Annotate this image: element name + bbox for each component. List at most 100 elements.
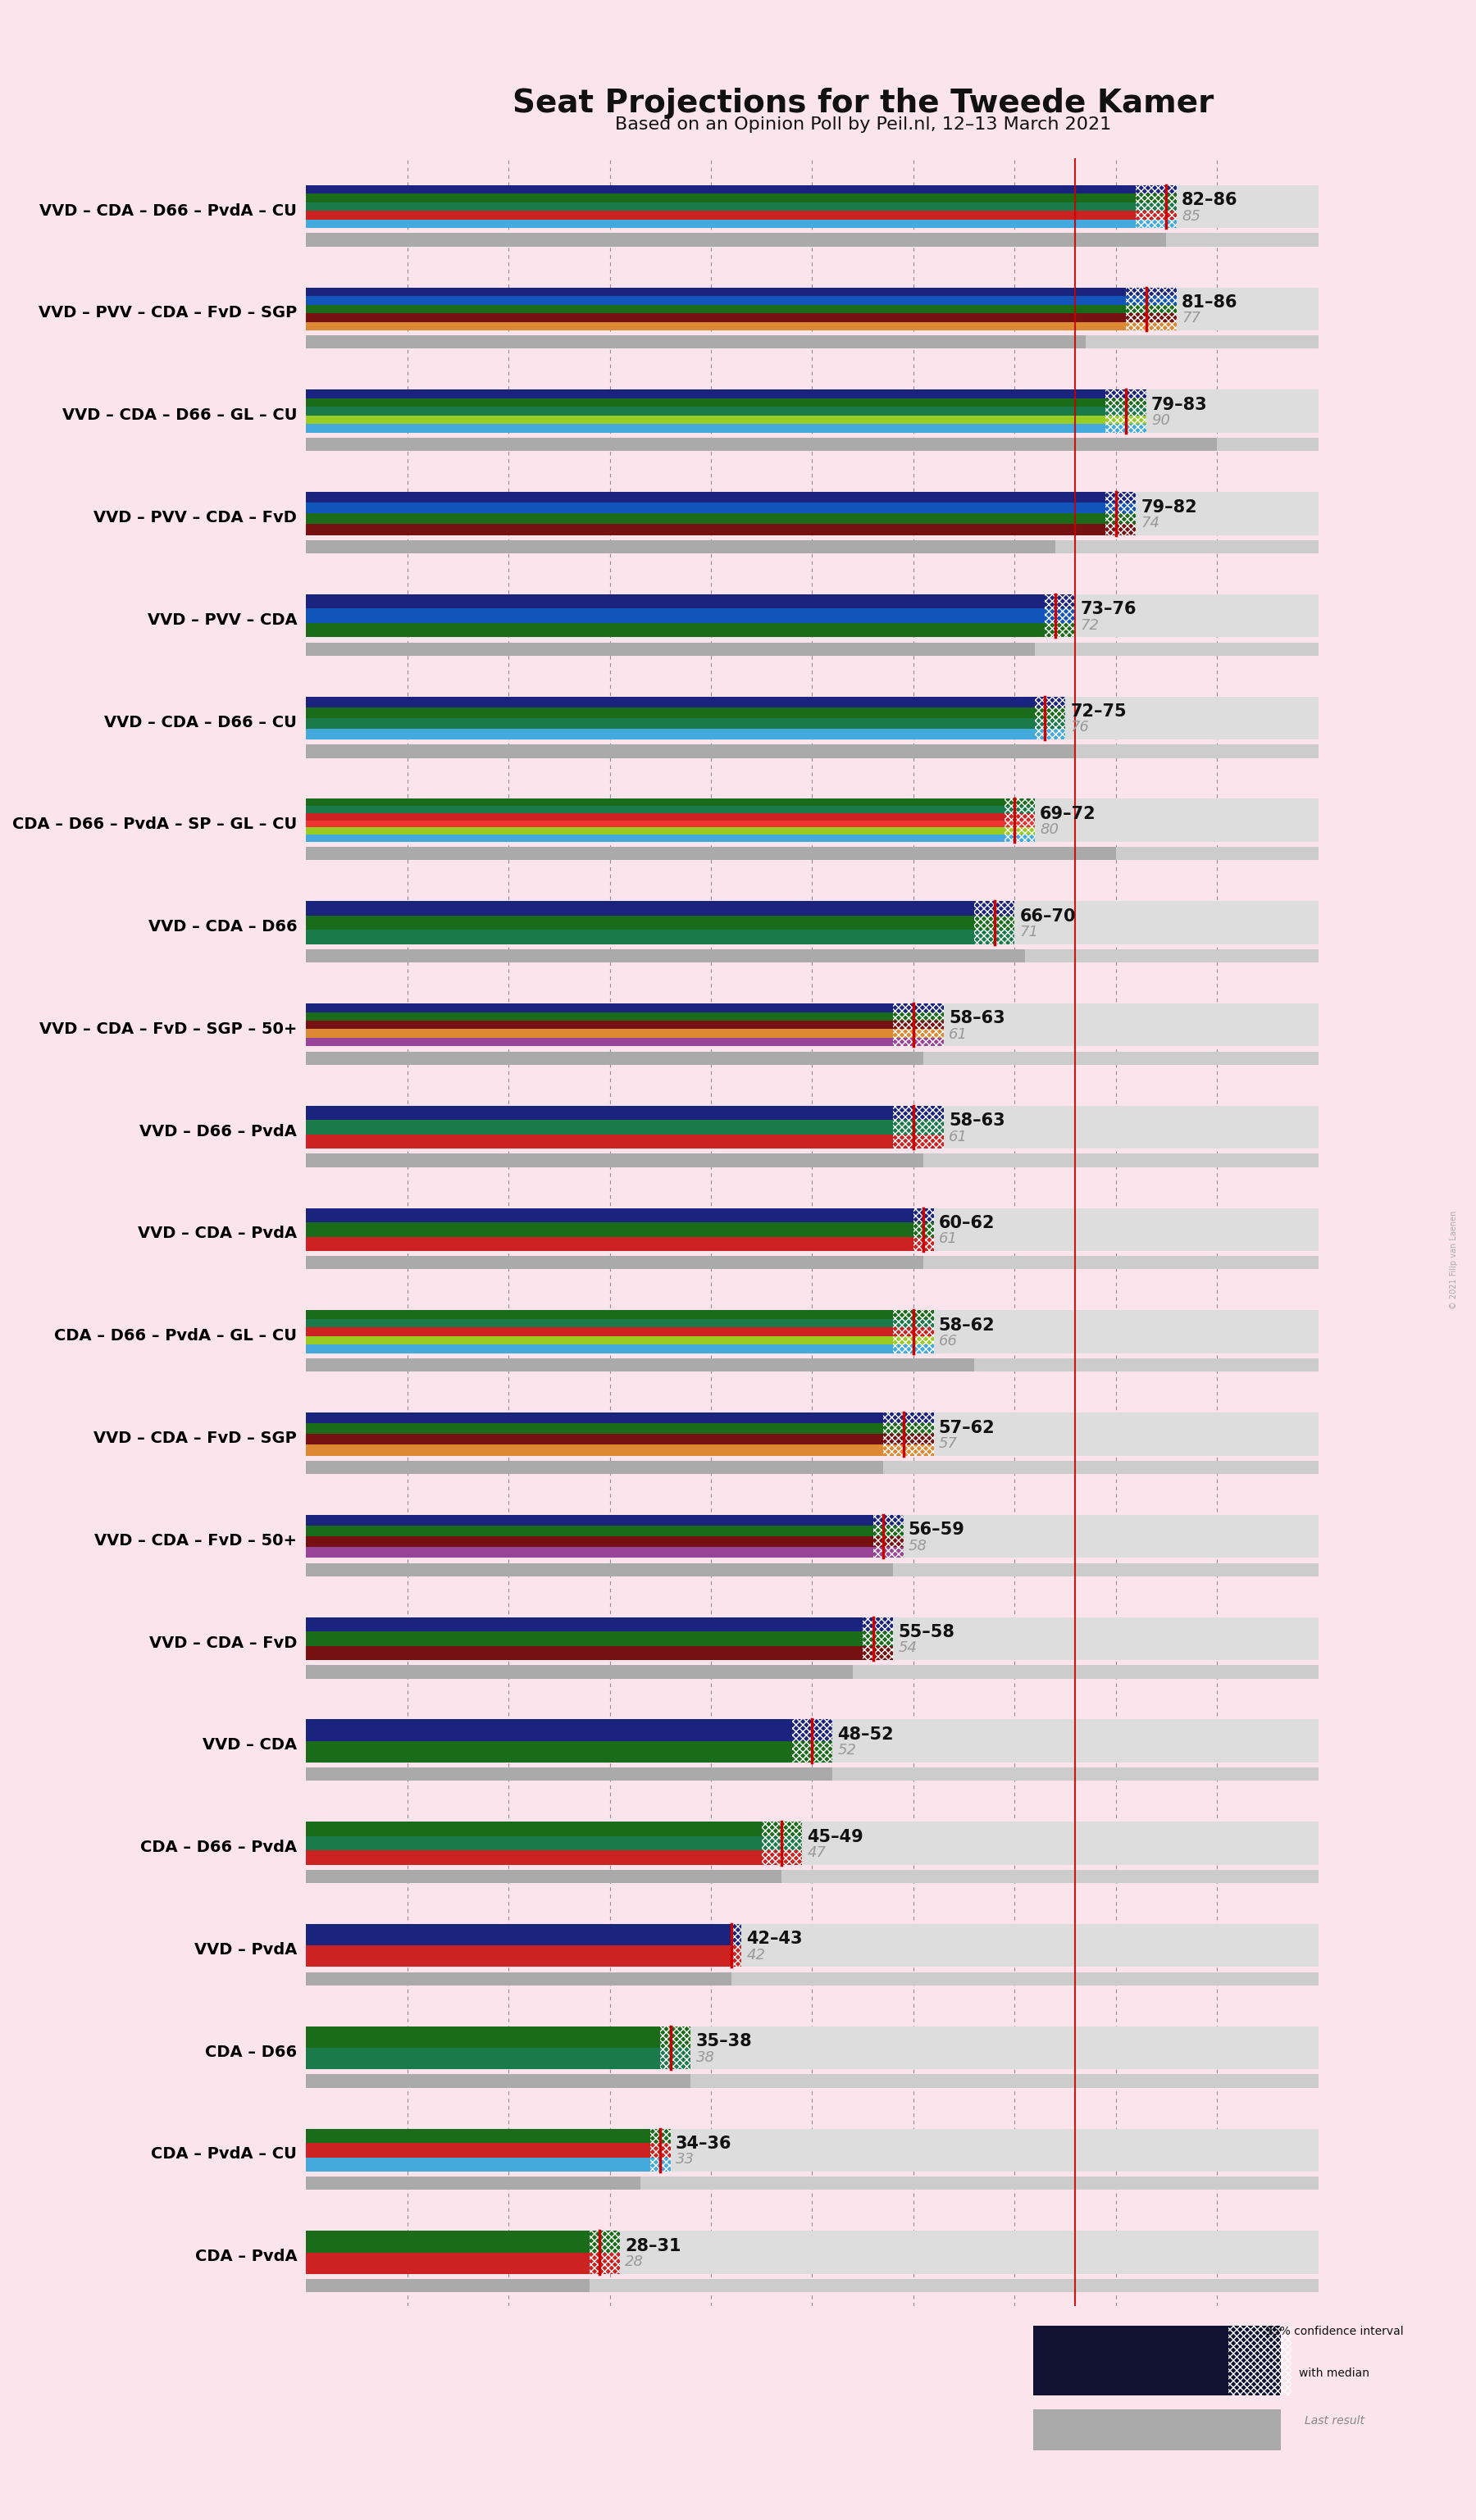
Bar: [306, 728, 1035, 738]
Text: 58–62: 58–62: [939, 1318, 995, 1333]
Bar: [306, 1346, 893, 1353]
Bar: [1035, 696, 1066, 708]
Bar: [660, 2026, 691, 2049]
Bar: [306, 1462, 1318, 1474]
Bar: [893, 1106, 943, 1119]
Bar: [872, 1547, 903, 1557]
Bar: [893, 1021, 943, 1028]
Text: 47: 47: [807, 1845, 827, 1860]
Bar: [306, 1021, 893, 1028]
Bar: [306, 814, 1005, 822]
Bar: [306, 234, 1318, 247]
Bar: [863, 1630, 893, 1646]
Bar: [1035, 728, 1066, 738]
Bar: [306, 915, 974, 930]
Bar: [306, 1870, 782, 1882]
Bar: [306, 194, 1137, 202]
Bar: [306, 1666, 1318, 1678]
Bar: [306, 2177, 1318, 2190]
Bar: [306, 696, 1035, 708]
Bar: [306, 950, 1024, 963]
Bar: [651, 2157, 670, 2172]
Bar: [306, 746, 1318, 759]
Bar: [863, 1630, 893, 1646]
Bar: [893, 1328, 934, 1336]
Bar: [306, 799, 1318, 842]
Bar: [872, 1547, 903, 1557]
Text: Last result: Last result: [1305, 2414, 1364, 2427]
Bar: [306, 1837, 762, 1850]
Bar: [1106, 391, 1147, 398]
Bar: [1035, 708, 1066, 718]
Bar: [1005, 814, 1035, 822]
Bar: [893, 1028, 943, 1038]
Bar: [306, 902, 1318, 945]
Bar: [306, 219, 1137, 229]
Bar: [974, 902, 1014, 915]
Bar: [306, 398, 1106, 406]
Bar: [974, 902, 1014, 915]
Bar: [1045, 610, 1076, 622]
Text: 61: 61: [939, 1232, 958, 1247]
Bar: [306, 1134, 893, 1149]
Text: 58–63: 58–63: [949, 1011, 1005, 1026]
Bar: [306, 1945, 731, 1968]
Bar: [306, 1767, 1318, 1782]
Bar: [863, 1646, 893, 1661]
Bar: [893, 1134, 943, 1149]
Bar: [306, 1618, 1318, 1661]
Bar: [306, 287, 1126, 295]
Bar: [893, 1134, 943, 1149]
Bar: [306, 1525, 872, 1537]
Bar: [1106, 491, 1137, 504]
Bar: [974, 930, 1014, 945]
Bar: [1126, 323, 1176, 330]
Bar: [306, 524, 1106, 534]
Bar: [306, 1003, 1318, 1046]
Bar: [893, 1038, 943, 1046]
Bar: [306, 1358, 974, 1371]
Bar: [306, 1850, 762, 1865]
Text: 56–59: 56–59: [908, 1522, 965, 1537]
Bar: [306, 1207, 1318, 1250]
Bar: [306, 595, 1045, 610]
Bar: [793, 1741, 832, 1761]
Text: 95% confidence interval: 95% confidence interval: [1265, 2326, 1404, 2339]
Text: 82–86: 82–86: [1182, 192, 1238, 209]
Bar: [306, 423, 1106, 433]
Bar: [660, 2049, 691, 2069]
Bar: [306, 1051, 1318, 1066]
Bar: [883, 1434, 934, 1444]
Bar: [1106, 514, 1137, 524]
Bar: [1126, 305, 1176, 312]
Bar: [893, 1346, 934, 1353]
Bar: [762, 1850, 801, 1865]
Bar: [589, 2230, 620, 2253]
Bar: [306, 1434, 883, 1444]
Bar: [1005, 827, 1035, 834]
Bar: [306, 1547, 872, 1557]
Text: 79–83: 79–83: [1151, 396, 1207, 413]
Bar: [306, 438, 1218, 451]
Bar: [1106, 491, 1137, 504]
Bar: [1005, 806, 1035, 814]
Bar: [883, 1444, 934, 1457]
Text: 34–36: 34–36: [676, 2134, 732, 2152]
Bar: [1045, 622, 1076, 638]
Bar: [893, 1318, 934, 1328]
Bar: [306, 1119, 893, 1134]
Bar: [306, 1255, 1318, 1270]
Bar: [1106, 416, 1147, 423]
Text: 72–75: 72–75: [1070, 703, 1126, 721]
Text: 85: 85: [1182, 209, 1200, 224]
Bar: [660, 2026, 691, 2049]
Bar: [793, 1741, 832, 1761]
Bar: [883, 1444, 934, 1457]
Bar: [306, 1973, 1318, 1986]
Bar: [306, 234, 1166, 247]
Bar: [306, 1328, 893, 1336]
Bar: [306, 2142, 651, 2157]
Bar: [1106, 514, 1137, 524]
Bar: [306, 1462, 883, 1474]
Bar: [893, 1328, 934, 1336]
